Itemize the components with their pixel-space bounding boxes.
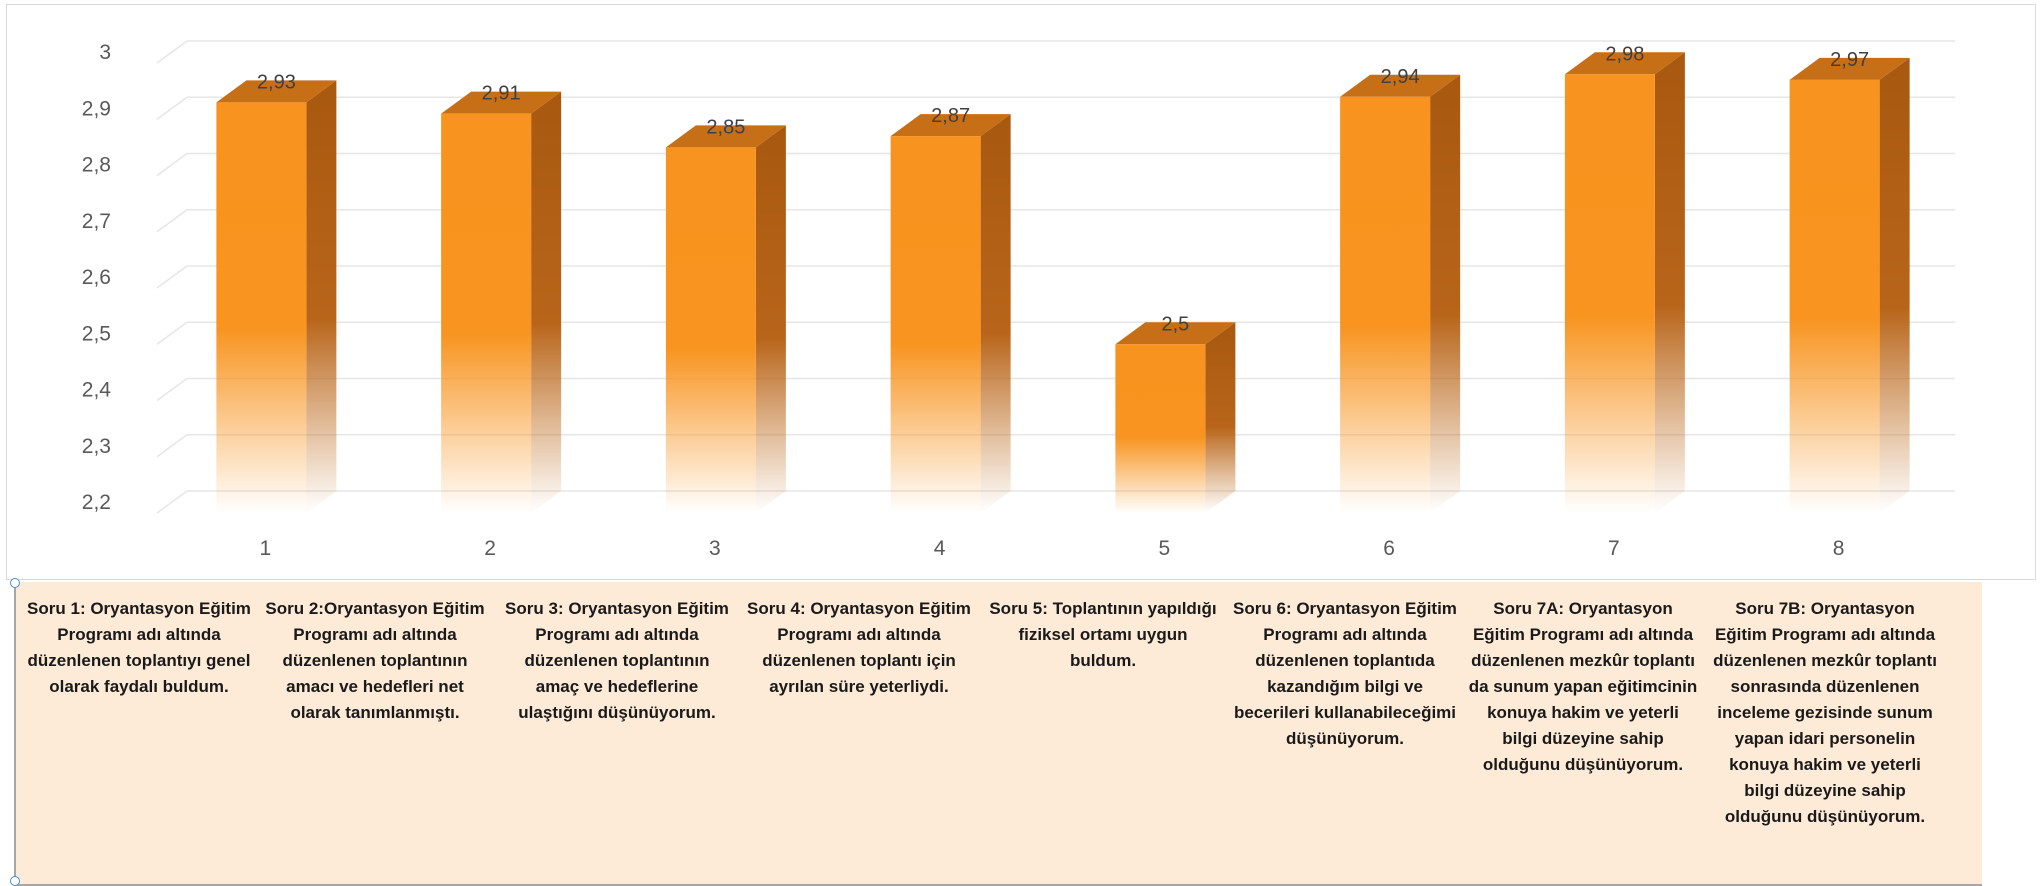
x-tick-label: 2 (484, 537, 496, 560)
y-axis: 2,2 2,3 2,4 2,5 2,6 2,7 2,8 2,9 3 (82, 41, 112, 514)
bar-8 (1789, 57, 1910, 513)
bar-3 (665, 125, 786, 513)
y-tick-label: 2,2 (82, 491, 111, 514)
x-tick-label: 1 (260, 537, 272, 560)
gridline-depth (156, 321, 188, 345)
gridlines (156, 40, 1955, 514)
data-label: 2,87 (931, 105, 970, 127)
bar-front (1564, 74, 1655, 513)
bar-top (1340, 74, 1461, 97)
bar-front (890, 136, 981, 513)
note-question-4: Soru 4: Oryantasyon Eğitim Programı adı … (747, 599, 971, 696)
x-tick-label: 4 (934, 537, 946, 560)
y-tick-label: 2,3 (82, 435, 111, 458)
bar-front (1115, 344, 1206, 513)
data-label: 2,98 (1605, 43, 1644, 65)
bar-top (1564, 52, 1685, 75)
x-tick-label: 3 (709, 537, 721, 560)
y-tick-label: 2,4 (82, 379, 112, 402)
x-tick-label: 7 (1608, 537, 1620, 560)
bar-chart: 2,22,32,42,52,62,72,82,93 2,932,912,852,… (82, 40, 1955, 560)
gridline-depth (156, 96, 188, 120)
gridline-depth (156, 434, 188, 458)
bar-7 (1564, 52, 1685, 513)
data-label: 2,91 (482, 83, 521, 105)
gridline-depth (156, 490, 188, 514)
note-question-1: Soru 1: Oryantasyon Eğitim Programı adı … (27, 599, 251, 696)
bar-top (1115, 322, 1236, 345)
note-question-3: Soru 3: Oryantasyon Eğitim Programı adı … (505, 599, 729, 722)
selection-handle-bottom[interactable] (10, 876, 20, 886)
bar-side (755, 125, 786, 513)
bar-front (1789, 79, 1880, 513)
x-tick-label: 6 (1383, 537, 1395, 560)
y-tick-label: 3 (99, 41, 111, 64)
x-tick-label: 5 (1159, 537, 1171, 560)
bar-side (980, 114, 1011, 513)
bar-side (1879, 57, 1910, 513)
y-tick-label: 2,5 (82, 322, 111, 345)
bar-front (216, 102, 307, 513)
chart-area: 2,2 2,3 2,4 2,5 2,6 2,7 2,8 2,9 3 2,93 2,91 2,85 2,… (6, 4, 2036, 580)
bar-side (1430, 74, 1461, 513)
note-question-5: Soru 5: Toplantının yapıldığı fiziksel o… (989, 599, 1217, 670)
data-label: 2,97 (1830, 49, 1869, 71)
bar-top (441, 91, 562, 114)
selection-handle-top[interactable] (10, 578, 20, 588)
bar-2 (441, 91, 562, 513)
bar-side (1654, 52, 1685, 513)
bar-6 (1340, 74, 1461, 513)
data-label: 2,5 (1161, 313, 1189, 335)
data-label: 2,94 (1381, 66, 1420, 88)
gridline-depth (156, 265, 188, 289)
bar-4 (890, 114, 1011, 513)
note-question-2: Soru 2:Oryantasyon Eğitim Programı adı a… (265, 599, 485, 722)
bar-top (1789, 57, 1910, 80)
note-question-7b: Soru 7B: Oryantasyon Eğitim Programı adı… (1713, 599, 1937, 826)
bar-side (1205, 322, 1236, 513)
gridline-depth (156, 40, 188, 64)
bar-5 (1115, 322, 1236, 513)
note-question-6: Soru 6: Oryantasyon Eğitim Programı adı … (1233, 599, 1457, 748)
bar-1 (216, 80, 337, 513)
gridline-depth (156, 377, 188, 402)
y-tick-label: 2,6 (82, 266, 111, 289)
data-label: 2,93 (257, 71, 296, 93)
bar-top (665, 125, 786, 148)
question-legend: Soru 1: Oryantasyon Eğitim Programı adı … (14, 582, 1982, 886)
note-question-7a: Soru 7A: Oryantasyon Eğitim Programı adı… (1468, 599, 1698, 774)
gridline-depth (156, 209, 188, 233)
bar-top (216, 80, 337, 103)
y-tick-label: 2,8 (82, 154, 111, 177)
bar-front (441, 113, 532, 513)
bar-side (306, 80, 337, 513)
y-tick-label: 2,7 (82, 210, 111, 233)
bar-front (665, 147, 756, 513)
x-tick-label: 8 (1833, 537, 1845, 560)
bar-front (1340, 96, 1431, 513)
bars: 2,93 2,91 2,85 2,87 2,5 2,94 2,98 2,97 (216, 43, 1910, 513)
y-tick-label: 2,9 (82, 97, 111, 120)
x-axis: 1 2 3 4 5 6 7 8 (260, 537, 1845, 560)
gridline-depth (156, 152, 188, 177)
data-label: 2,85 (706, 116, 745, 138)
bar-top (890, 114, 1011, 137)
bar-side (531, 91, 562, 513)
